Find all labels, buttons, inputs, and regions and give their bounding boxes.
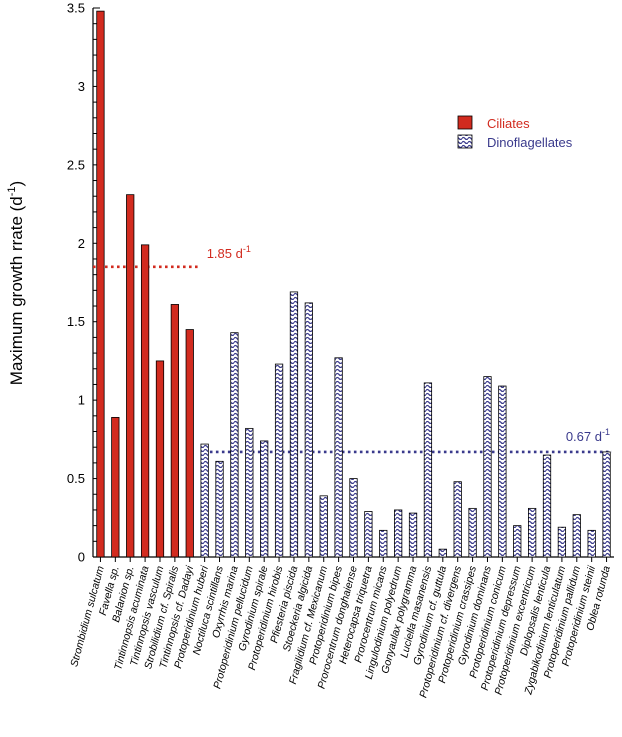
- bar-protoperidinium-cf-divergens: [453, 481, 462, 558]
- bar-pfiesteria-piscida: [289, 291, 299, 558]
- y-axis-title: Maximum growth rrate (d-1): [6, 181, 26, 385]
- reference-label-value: 1.85 d: [207, 246, 243, 261]
- y-tick-label: 3: [78, 79, 85, 94]
- bar-protoperidinium-depressum: [513, 525, 522, 558]
- bar-gonyaulax-polygramma: [408, 512, 418, 558]
- bar-protoperidinium-steinii: [587, 529, 596, 558]
- bar-stoeckeria-algicida: [304, 302, 313, 558]
- reference-lines: 1.85 d-10.67 d-1: [93, 244, 612, 454]
- bar-heterocapsa-triquetra: [364, 511, 373, 558]
- bars: [96, 10, 611, 558]
- bar-fragilidium-cf-mexicanum: [319, 495, 328, 558]
- reference-label-ciliates: 1.85 d-1: [207, 244, 251, 261]
- bar-tintinnopsis-cf-dadayi: [185, 329, 194, 558]
- bar-strombidium-sulcatum: [96, 10, 105, 558]
- y-axis-title-tail: ): [7, 181, 26, 187]
- bar-zygabikodinium-lenticulatum: [557, 526, 567, 558]
- y-tick-label: 0: [78, 550, 85, 565]
- bar-diplopsalis-lenticula: [542, 454, 552, 558]
- bar-protoperidinium-crassipes: [468, 507, 477, 558]
- bar-prorocentrum-micans: [379, 529, 388, 558]
- legend-swatch-ciliates: [457, 115, 473, 130]
- legend-label-ciliates: Ciliates: [487, 116, 530, 131]
- bar-oblea-rotunda: [602, 451, 611, 558]
- y-tick-label: 2: [78, 236, 85, 251]
- bar-protoperidinium-hirobis: [274, 363, 284, 558]
- bar-protoperidinium-huberi: [200, 443, 209, 558]
- bar-gyrodinium-spirale: [260, 440, 269, 558]
- y-tick-label: 1: [78, 393, 85, 408]
- bar-protoperidinium-bipes: [334, 357, 343, 558]
- bar-protoperidinium-pellucidum: [245, 427, 254, 558]
- y-axis-title-main: Maximum growth rrate (d: [7, 196, 26, 385]
- bar-gyrodinium-cf-guttula: [438, 548, 447, 558]
- reference-label-dinoflagellates: 0.67 d-1: [566, 427, 610, 444]
- x-category-label: Strombidium sulcatum: [68, 564, 107, 668]
- bar-luciella-masanensis: [423, 382, 433, 558]
- bar-balanion-sp: [126, 194, 135, 558]
- y-axis-title-sup: -1: [6, 186, 18, 196]
- bar-lingulodinium-polyedrum: [394, 509, 403, 558]
- legend-swatch-dinoflagellates: [457, 134, 473, 149]
- bar-prorocentrum-donghaiense: [349, 478, 358, 558]
- y-tick-label: 2.5: [67, 157, 85, 172]
- y-tick-label: 3.5: [67, 1, 85, 16]
- legend-label-dinoflagellates: Dinoflagellates: [487, 135, 573, 150]
- bar-strobilidium-cf-spiralis: [170, 304, 179, 558]
- bar-favella-sp: [111, 416, 120, 558]
- reference-label-sup: -1: [602, 427, 610, 437]
- bar-tintinnopsis-vasculum: [155, 360, 165, 558]
- reference-label-sup: -1: [243, 244, 251, 254]
- bar-protoperidinium-conicum: [498, 385, 507, 558]
- bar-protoperidinium-excentricum: [528, 507, 537, 558]
- y-tick-label: 1.5: [67, 314, 85, 329]
- y-tick-label: 0.5: [67, 471, 85, 486]
- bar-noctiluca-scintillans: [215, 460, 224, 558]
- bar-oxyrrhis-marina: [230, 332, 239, 558]
- bar-tintinnopsis-acuminata: [140, 244, 150, 558]
- reference-label-value: 0.67 d: [566, 429, 602, 444]
- legend: Ciliates Dinoflagellates: [457, 115, 573, 150]
- bar-gyrodinium-dominans: [483, 376, 492, 558]
- bar-protoperidinium-pallidum: [572, 514, 581, 558]
